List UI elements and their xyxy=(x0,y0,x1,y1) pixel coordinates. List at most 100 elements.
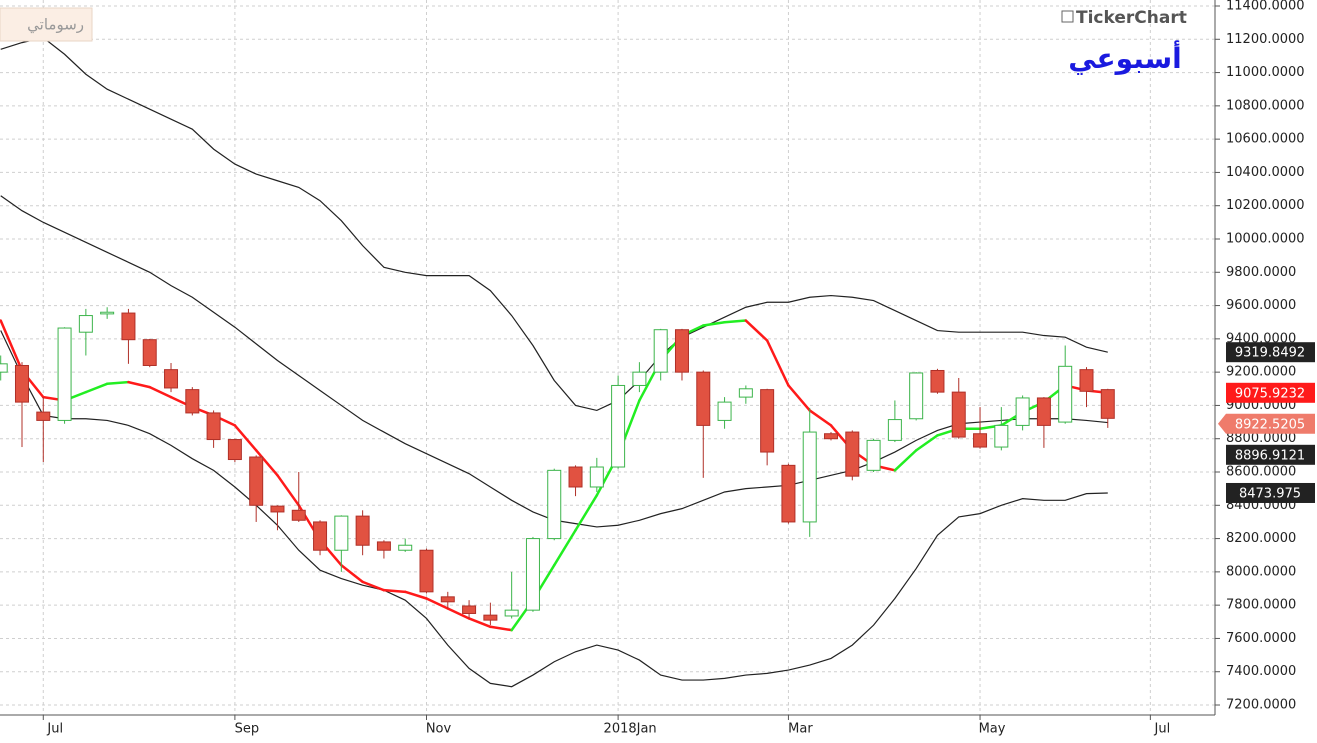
moving-line-segment xyxy=(0,319,24,372)
candle-body xyxy=(802,431,817,523)
y-axis-panel xyxy=(1215,0,1317,743)
window-label-box[interactable] xyxy=(0,7,93,42)
moving-line-segment xyxy=(765,339,790,387)
candle-body xyxy=(824,433,839,440)
candle-body xyxy=(717,401,732,421)
moving-line-segment xyxy=(489,625,513,632)
candle-body xyxy=(994,424,1009,448)
y-tick-label: 7400.0000 xyxy=(1226,664,1296,679)
moving-line-segment xyxy=(425,597,450,610)
candle-body xyxy=(57,327,72,421)
y-tick-label: 9200.0000 xyxy=(1226,365,1296,380)
candle-body xyxy=(36,411,51,421)
window-label[interactable]: رسوماتي xyxy=(27,16,84,35)
moving-line-segment xyxy=(787,384,811,412)
candle-body xyxy=(760,389,775,453)
candle-body xyxy=(951,391,966,438)
x-tick-label: 2018Jan xyxy=(604,722,657,737)
last-value-box xyxy=(1226,444,1315,465)
candle-body xyxy=(632,371,647,386)
last-value-label: 9319.8492 xyxy=(1235,346,1305,361)
candle-body xyxy=(398,544,413,551)
moving-line-segment xyxy=(467,617,492,629)
candle-body xyxy=(355,515,370,546)
last-value-box xyxy=(1218,413,1315,434)
candle-body xyxy=(525,538,540,611)
period-label: أسبوعي xyxy=(1068,40,1182,75)
candle-body xyxy=(121,312,136,341)
candle-body xyxy=(164,369,179,389)
x-tick-label: Sep xyxy=(235,722,260,737)
candle-body xyxy=(483,614,498,621)
y-tick-label: 10800.0000 xyxy=(1226,98,1305,113)
moving-line-segment xyxy=(893,449,918,472)
y-tick-label: 8200.0000 xyxy=(1226,531,1296,546)
x-tick-label: Mar xyxy=(788,722,813,737)
candle-body xyxy=(440,596,455,603)
candle-body xyxy=(291,509,306,521)
candle-body xyxy=(568,466,583,488)
candle-body xyxy=(930,369,945,393)
candle-body xyxy=(249,456,264,506)
y-tick-label: 7200.0000 xyxy=(1226,698,1296,713)
candle-body xyxy=(674,329,689,373)
candle-body xyxy=(1079,369,1094,392)
moving-line-segment xyxy=(127,380,151,389)
moving-line-segment xyxy=(382,588,407,594)
x-tick-label: Nov xyxy=(426,722,452,737)
moving-line-segment xyxy=(574,494,599,532)
logo: TickerChart xyxy=(1076,8,1187,28)
moving-line-segment xyxy=(361,580,386,592)
candle-body xyxy=(462,605,477,614)
candle-body xyxy=(78,315,93,333)
candle-body xyxy=(504,609,519,617)
candle-body xyxy=(206,412,221,441)
candle-body xyxy=(845,431,860,477)
candle-body xyxy=(313,521,328,551)
candle-body xyxy=(100,311,115,315)
candle-body xyxy=(738,388,753,398)
candle-body xyxy=(696,371,711,426)
moving-line-segment xyxy=(276,474,301,507)
y-tick-label: 9600.0000 xyxy=(1226,298,1296,313)
candle-body xyxy=(1058,365,1073,423)
candle-body xyxy=(866,439,881,471)
moving-line-segment xyxy=(702,320,726,327)
logo-icon xyxy=(1061,10,1074,23)
x-tick-label: Jul xyxy=(46,722,63,737)
last-value-box xyxy=(1226,342,1315,363)
candle-body xyxy=(589,466,604,488)
moving-line-segment xyxy=(552,529,577,567)
candle-body xyxy=(0,363,8,373)
candle-body xyxy=(334,515,349,551)
marks xyxy=(0,36,1115,688)
candle-body xyxy=(611,384,626,468)
y-tick-label: 9800.0000 xyxy=(1226,265,1296,280)
last-value-label: 9075.9232 xyxy=(1235,386,1305,401)
moving-line-segment xyxy=(233,424,258,452)
candle-body xyxy=(142,339,157,366)
candle-body xyxy=(419,549,434,593)
moving-line-segment xyxy=(914,434,939,452)
y-tick-label: 8000.0000 xyxy=(1226,564,1296,579)
moving-line-segment xyxy=(254,449,279,477)
candle-body xyxy=(227,439,242,461)
y-tick-label: 10600.0000 xyxy=(1226,132,1305,147)
y-tick-label: 11400.0000 xyxy=(1226,0,1305,13)
candle-body xyxy=(909,372,924,420)
last-value-box xyxy=(1226,382,1315,403)
last-value-label: 8896.9121 xyxy=(1235,448,1305,463)
candle-body xyxy=(547,469,562,540)
y-tick-label: 10200.0000 xyxy=(1226,198,1305,213)
last-value-label: 8473.975 xyxy=(1239,486,1301,501)
band-line xyxy=(0,330,1108,688)
band-line xyxy=(0,36,1108,412)
candle-body xyxy=(1036,397,1051,426)
moving-line-segment xyxy=(84,382,109,394)
moving-line-segment xyxy=(723,319,748,324)
x-tick-label: May xyxy=(979,722,1006,737)
y-tick-label: 8800.0000 xyxy=(1226,431,1296,446)
candle-body xyxy=(1015,397,1030,426)
y-tick-label: 11000.0000 xyxy=(1226,65,1305,80)
